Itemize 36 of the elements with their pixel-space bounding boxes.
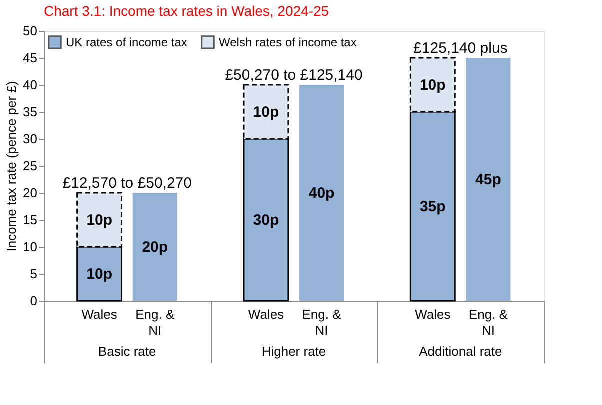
x-tick-label: Eng. & NI (302, 307, 342, 338)
annotation: £125,140 plus (414, 40, 508, 57)
x-tick-label: Eng. & NI (136, 307, 175, 338)
x-tick-label: Wales (82, 307, 118, 322)
data-label: 20p (142, 239, 168, 256)
y-tick-label: 0 (30, 294, 38, 308)
text: Higher rate (262, 344, 326, 359)
legend-label: UK rates of income tax (66, 35, 188, 50)
y-tick-label: 20 (23, 186, 38, 200)
data-label: 30p (253, 212, 280, 229)
y-tick-label: 15 (23, 212, 38, 228)
data-label: 10p (86, 266, 112, 283)
y-axis-title: Income tax rate (pence per £) (4, 81, 20, 252)
y-tick-label: 25 (23, 158, 38, 174)
data-label: 10p (420, 77, 446, 94)
annotation: £12,570 to £50,270 (62, 175, 192, 192)
data-label: 45p (476, 172, 502, 188)
y-tick-label: 30 (23, 132, 38, 146)
y-tick-label: 40 (23, 78, 38, 92)
y-tick-label: 5 (30, 266, 38, 282)
data-label: 10p (86, 212, 112, 229)
text: Additional rate (419, 344, 502, 359)
annotation: £50,270 to £125,140 (225, 67, 363, 84)
y-tick-label: 50 (23, 24, 38, 38)
data-label: 10p (253, 104, 280, 121)
data-label: 40p (308, 185, 335, 202)
y-tick-label: 45 (23, 50, 38, 66)
legend-label: Welsh rates of income tax (219, 35, 357, 50)
data-label: 35p (420, 198, 446, 216)
chart-title: Chart 3.1: Income tax rates in Wales, 2024-25 (44, 3, 330, 19)
y-tick-label: 10 (23, 240, 38, 254)
x-tick-label: Wales (415, 307, 452, 322)
x-tick-label: Wales (248, 307, 285, 322)
x-tick-label: Eng. & NI (468, 307, 508, 338)
y-tick-label: 35 (23, 104, 38, 120)
text: Basic rate (98, 344, 156, 359)
